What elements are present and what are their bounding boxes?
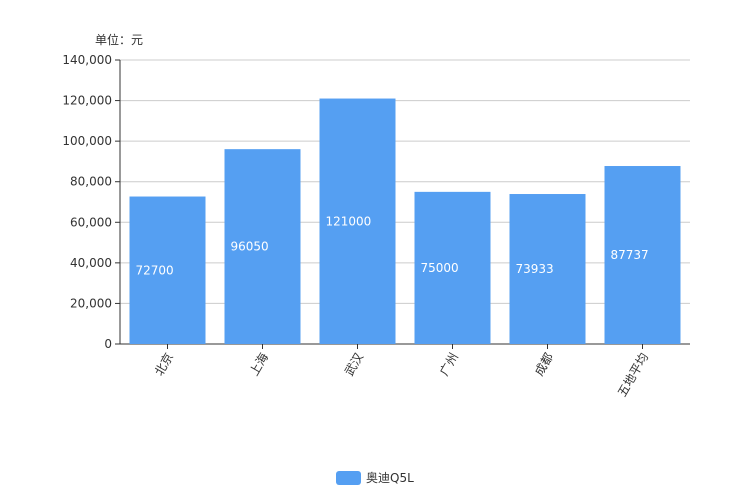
data-label: 96050 [231, 240, 269, 254]
legend-label[interactable]: 奥迪Q5L [366, 471, 414, 485]
bar[interactable] [604, 166, 681, 344]
bar[interactable] [224, 149, 301, 344]
y-tick-label: 0 [104, 337, 112, 351]
x-tick-label: 上海 [246, 350, 271, 378]
data-label: 73933 [516, 262, 554, 276]
legend-swatch[interactable] [336, 471, 361, 485]
y-tick-label: 100,000 [62, 134, 112, 148]
data-label: 75000 [421, 261, 459, 275]
y-tick-label: 80,000 [70, 175, 112, 189]
axes [115, 59, 690, 349]
bar[interactable] [509, 194, 586, 344]
bars [129, 98, 681, 345]
bar[interactable] [414, 191, 491, 344]
y-tick-label: 140,000 [62, 53, 112, 67]
data-label: 72700 [136, 263, 174, 277]
data-label: 87737 [611, 248, 649, 262]
grid-lines [120, 59, 690, 304]
bar[interactable] [319, 98, 396, 345]
y-tick-labels: 0 20,000 40,000 60,000 80,000 100,000 120,000 1… [62, 53, 112, 351]
data-label: 121000 [326, 214, 372, 228]
y-tick-label: 60,000 [70, 215, 112, 229]
y-tick-label: 120,000 [62, 94, 112, 108]
x-tick-label: 武汉 [342, 351, 366, 379]
x-tick-label: 北京 [152, 351, 176, 379]
legend[interactable]: 奥迪Q5L [336, 471, 414, 485]
x-tick-label: 成都 [532, 351, 556, 379]
y-tick-label: 20,000 [70, 296, 112, 310]
data-labels: 72700 96050 121000 75000 73933 87737 [136, 214, 649, 277]
bar[interactable] [129, 196, 206, 344]
y-tick-label: 40,000 [70, 256, 112, 270]
x-tick-labels: 北京 上海 武汉 广州 成都 五地平均 [152, 350, 651, 399]
unit-label: 单位：元 [95, 32, 143, 47]
x-tick-label: 广州 [437, 351, 461, 379]
x-tick-label: 五地平均 [615, 351, 651, 400]
